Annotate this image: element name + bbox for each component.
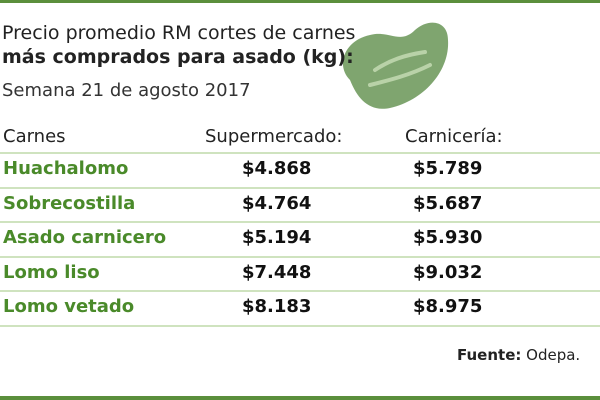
steak-icon bbox=[342, 22, 449, 109]
row-separator bbox=[0, 152, 600, 154]
price-cell: $8.183 bbox=[242, 296, 312, 317]
row-label: Lomo liso bbox=[3, 261, 100, 283]
row-label: Asado carnicero bbox=[3, 227, 167, 248]
price-cell: $5.687 bbox=[413, 192, 483, 214]
price-cell: $8.975 bbox=[413, 296, 483, 317]
price-cell: $5.789 bbox=[413, 158, 483, 179]
row-label: Huachalomo bbox=[3, 158, 129, 179]
column-header: Carnicería: bbox=[405, 126, 503, 147]
price-cell: $4.764 bbox=[242, 192, 312, 214]
row-label: Lomo vetado bbox=[3, 296, 135, 317]
column-header: Carnes bbox=[3, 126, 66, 147]
price-cell: $7.448 bbox=[242, 261, 312, 283]
row-label: Sobrecostilla bbox=[3, 192, 136, 214]
source-label: Fuente: bbox=[457, 346, 522, 364]
bottom-rule bbox=[0, 396, 600, 400]
row-separator bbox=[0, 186, 600, 189]
subtitle: Semana 21 de agosto 2017 bbox=[2, 80, 251, 101]
row-separator bbox=[0, 255, 600, 258]
top-rule bbox=[0, 0, 600, 3]
row-separator bbox=[0, 324, 600, 327]
title-line: más comprados para asado (kg): bbox=[2, 46, 354, 68]
source: Fuente: Odepa. bbox=[457, 346, 580, 364]
price-cell: $9.032 bbox=[413, 261, 483, 283]
source-value: Odepa. bbox=[526, 346, 581, 364]
price-cell: $4.868 bbox=[242, 158, 312, 179]
column-header: Supermercado: bbox=[205, 126, 343, 147]
row-separator bbox=[0, 221, 600, 223]
price-cell: $5.930 bbox=[413, 227, 483, 248]
price-cell: $5.194 bbox=[242, 227, 312, 248]
row-separator bbox=[0, 290, 600, 292]
title-line: Precio promedio RM cortes de carnes bbox=[2, 22, 356, 44]
